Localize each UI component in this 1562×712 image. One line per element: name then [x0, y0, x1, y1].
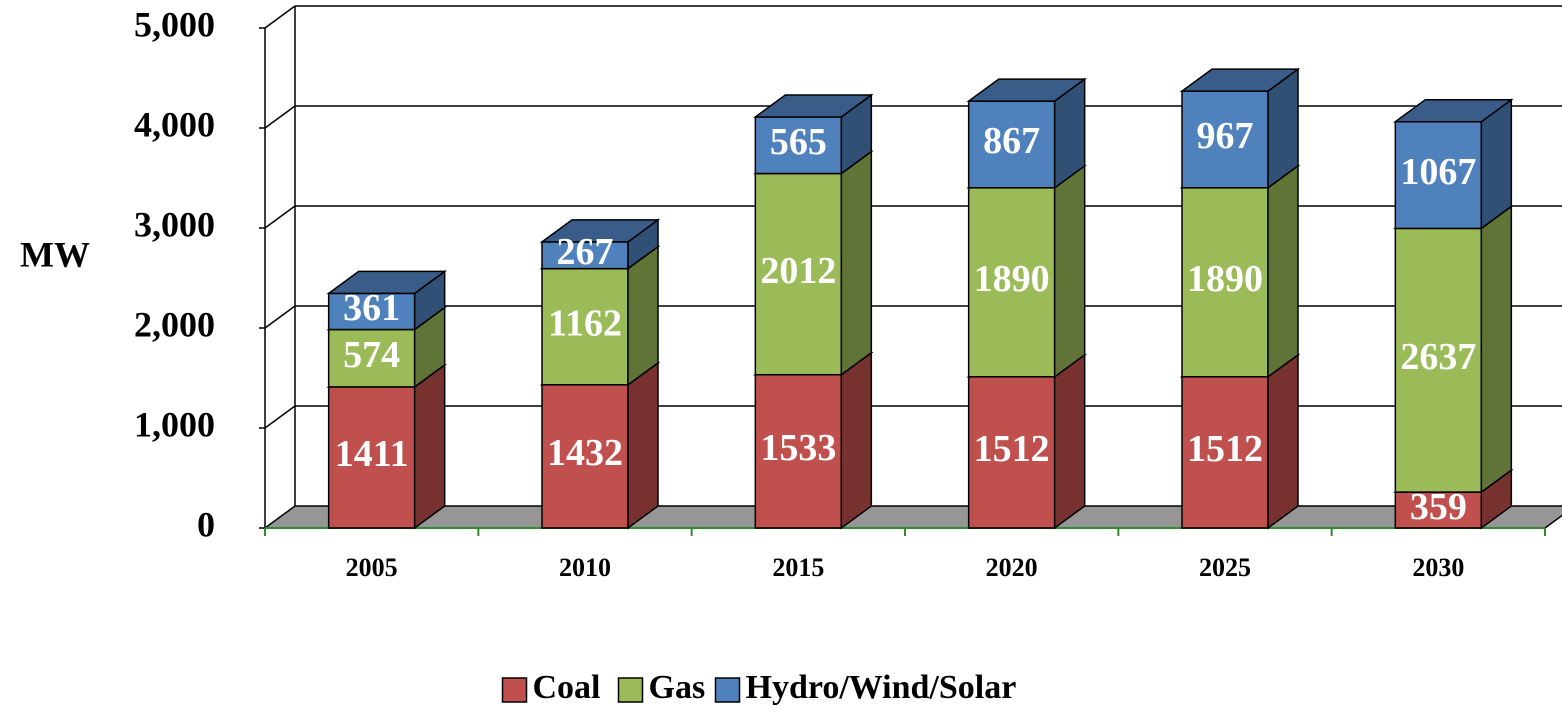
bar-segment: [1181, 376, 1269, 529]
legend-swatch: [501, 677, 528, 703]
data-label: 1162: [548, 302, 622, 344]
bar-top: [326, 270, 447, 295]
bar-side: [1053, 164, 1086, 379]
bar-segment: [327, 292, 416, 331]
legend-label: Hydro/Wind/Solar: [746, 669, 1017, 706]
x-tick-label: 2005: [346, 553, 398, 582]
y-tick-label: 3,000: [134, 204, 215, 244]
bar-segment: [541, 267, 629, 386]
data-label: 2012: [760, 250, 836, 292]
data-label: 359: [1410, 486, 1467, 528]
y-tick-label: 5,000: [134, 4, 215, 44]
data-label: 1533: [760, 427, 836, 469]
data-label: 267: [557, 231, 614, 273]
x-tick-label: 2010: [559, 553, 611, 582]
legend-label: Coal: [533, 669, 601, 706]
bar-segment: [1394, 227, 1483, 493]
bar-segment: [1181, 90, 1269, 189]
legend-swatch: [617, 677, 644, 703]
bar-top: [1393, 98, 1514, 123]
data-label: 565: [770, 121, 827, 163]
data-label: 2637: [1400, 336, 1476, 378]
bar-top: [1179, 68, 1301, 92]
data-label: 1512: [974, 428, 1050, 470]
bar-side: [1267, 164, 1299, 379]
data-label: 967: [1197, 115, 1254, 157]
bar-side: [413, 363, 446, 530]
bar-side: [840, 351, 873, 530]
data-label: 574: [343, 334, 400, 376]
y-tick-label: 4,000: [134, 104, 215, 144]
bar-segment: [1394, 120, 1483, 230]
data-label: 1432: [547, 432, 623, 474]
x-tick-label: 2020: [986, 553, 1038, 582]
bar-top: [753, 94, 874, 118]
legend-label: Gas: [649, 669, 706, 706]
y-axis-label: MW: [20, 234, 90, 274]
grid-line-side: [264, 405, 296, 429]
y-tick-label: 2,000: [134, 304, 215, 344]
bar-segment: [327, 328, 416, 388]
grid-line-side: [264, 5, 296, 29]
grid-line-side: [264, 205, 296, 229]
bar-top: [539, 219, 661, 243]
bar-side: [1053, 353, 1086, 530]
y-tick-label: 1,000: [134, 404, 215, 444]
bar-segment: [1181, 187, 1269, 378]
grid-line-side: [264, 105, 296, 129]
data-label: 361: [343, 287, 400, 329]
y-tick-label: 0: [197, 504, 215, 544]
floor: [262, 505, 1562, 529]
x-tick-label: 2030: [1412, 553, 1464, 582]
bar-side: [627, 361, 659, 530]
x-tick-label: 2015: [772, 553, 824, 582]
bar-side: [1480, 204, 1513, 494]
bar-segment: [1394, 491, 1483, 529]
data-label: 1890: [1187, 258, 1263, 300]
bar-segment: [754, 373, 843, 529]
data-label: 1411: [335, 433, 409, 475]
bar-top: [966, 78, 1087, 102]
bar-side: [840, 150, 873, 377]
bar-segment: [754, 172, 843, 376]
x-tick-label: 2025: [1199, 553, 1251, 582]
data-label: 867: [983, 120, 1040, 162]
bar-segment: [967, 187, 1056, 378]
bar-side: [1267, 353, 1299, 530]
legend-swatch: [714, 677, 741, 703]
grid-line-side: [264, 305, 296, 329]
data-label: 1890: [974, 258, 1050, 300]
bar-side: [627, 245, 659, 387]
data-label: 1512: [1187, 428, 1263, 470]
bar-segment: [967, 376, 1056, 529]
data-label: 1067: [1400, 151, 1476, 193]
